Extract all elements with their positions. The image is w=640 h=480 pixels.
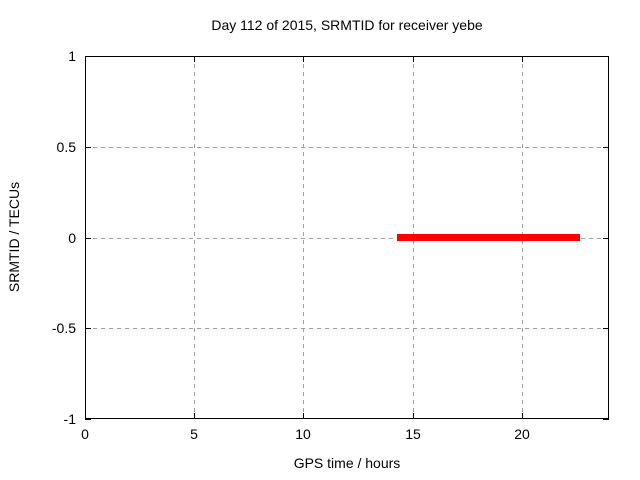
y-tick-right — [603, 238, 609, 239]
y-gridline — [85, 147, 609, 148]
y-tick-left — [85, 56, 91, 57]
x-tick-top — [413, 56, 414, 62]
y-tick-left — [85, 147, 91, 148]
x-tick-label: 15 — [405, 426, 421, 442]
x-tick-label: 10 — [295, 426, 311, 442]
x-tick-top — [522, 56, 523, 62]
y-tick-right — [603, 56, 609, 57]
y-tick-left — [85, 419, 91, 420]
x-tick-bottom — [522, 413, 523, 419]
x-tick-top — [85, 56, 86, 62]
y-tick-left — [85, 238, 91, 239]
y-tick-label: -0.5 — [51, 320, 76, 336]
y-tick-label: 0.5 — [56, 139, 76, 155]
x-tick-bottom — [194, 413, 195, 419]
y-tick-label: -1 — [63, 411, 76, 427]
x-tick-bottom — [303, 413, 304, 419]
y-tick-label: 1 — [68, 48, 76, 64]
series-line — [397, 234, 580, 241]
x-tick-top — [194, 56, 195, 62]
x-gridline — [194, 56, 195, 419]
x-tick-bottom — [85, 413, 86, 419]
y-tick-right — [603, 419, 609, 420]
y-gridline — [85, 238, 609, 239]
y-tick-label: 0 — [68, 230, 76, 246]
chart-title: Day 112 of 2015, SRMTID for receiver yeb… — [211, 17, 483, 33]
x-tick-label: 5 — [190, 426, 198, 442]
y-tick-right — [603, 147, 609, 148]
x-tick-label: 0 — [81, 426, 89, 442]
y-tick-left — [85, 328, 91, 329]
y-gridline — [85, 328, 609, 329]
x-axis-label: GPS time / hours — [293, 455, 401, 471]
x-gridline — [303, 56, 304, 419]
x-tick-top — [303, 56, 304, 62]
x-tick-label: 20 — [514, 426, 530, 442]
y-tick-right — [603, 328, 609, 329]
x-tick-bottom — [413, 413, 414, 419]
plot-area — [85, 56, 609, 419]
